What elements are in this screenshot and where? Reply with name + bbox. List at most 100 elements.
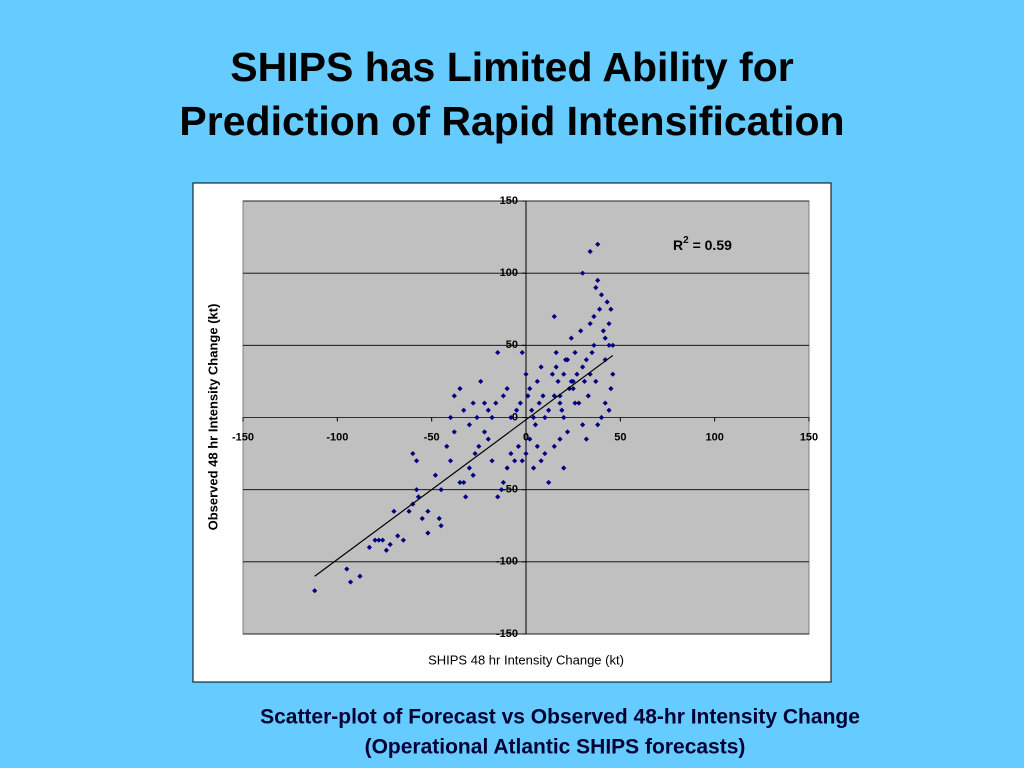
data-point: [551, 393, 557, 399]
data-point: [476, 443, 482, 449]
data-point: [564, 429, 571, 435]
data-point: [527, 436, 533, 442]
data-point: [410, 450, 416, 457]
data-point: [425, 530, 431, 536]
data-point: [419, 515, 425, 522]
data-point: [604, 299, 610, 305]
data-point: [489, 414, 495, 421]
data-point: [498, 487, 505, 493]
data-point: [519, 458, 525, 464]
data-point: [583, 357, 589, 363]
data-point: [451, 393, 457, 399]
data-point: [546, 479, 552, 486]
data-point: [470, 400, 476, 406]
data-point: [406, 508, 412, 514]
data-point: [380, 537, 386, 543]
data-point: [596, 306, 603, 312]
data-point: [602, 335, 608, 341]
data-point: [530, 414, 537, 421]
data-point: [587, 248, 593, 255]
x-tick-label: -100: [326, 431, 348, 443]
data-point: [444, 443, 450, 449]
data-point: [570, 386, 576, 392]
data-point: [391, 508, 397, 514]
data-point: [536, 400, 542, 406]
data-point: [608, 386, 614, 392]
caption: (Operational Atlantic SHIPS forecasts): [365, 736, 746, 759]
data-point: [504, 386, 510, 392]
data-point: [585, 393, 591, 399]
data-point: [549, 371, 556, 377]
data-point: [461, 479, 467, 486]
data-point: [438, 487, 444, 493]
data-point: [559, 407, 565, 413]
data-point: [572, 349, 578, 356]
data-point: [595, 277, 601, 283]
data-point: [400, 537, 406, 543]
data-point: [608, 306, 614, 312]
data-point: [580, 364, 586, 370]
data-point: [466, 422, 472, 428]
data-point: [508, 450, 514, 457]
y-tick-label: 0: [512, 411, 518, 423]
data-point: [574, 371, 580, 377]
data-point: [493, 400, 499, 406]
data-point: [583, 436, 589, 442]
data-point: [372, 537, 378, 543]
data-point: [347, 579, 354, 585]
y-tick-label: 150: [500, 195, 518, 207]
data-point: [598, 292, 605, 298]
r-squared-part: = 0.59: [689, 237, 732, 253]
data-point: [551, 313, 557, 320]
data-point: [595, 422, 601, 428]
data-point: [500, 479, 506, 486]
y-tick-label: 50: [506, 339, 518, 351]
x-tick-label: 50: [614, 431, 626, 443]
data-point: [532, 422, 539, 428]
data-point: [606, 321, 612, 327]
data-point: [508, 414, 514, 421]
x-tick-label: -50: [424, 431, 440, 443]
data-point: [425, 508, 431, 514]
data-point: [478, 378, 484, 385]
x-tick-label: 100: [705, 431, 723, 443]
data-point: [540, 393, 546, 399]
data-point: [451, 429, 457, 435]
y-tick-label: -150: [496, 628, 518, 640]
data-point: [593, 378, 599, 385]
x-axis-label: SHIPS 48 hr Intensity Change (kt): [428, 652, 624, 667]
data-point: [578, 328, 584, 334]
data-point: [576, 400, 582, 406]
data-point: [415, 494, 422, 500]
data-point: [587, 371, 593, 377]
data-point: [538, 364, 544, 370]
data-point: [598, 414, 605, 421]
data-point: [489, 458, 495, 464]
data-point: [357, 573, 363, 579]
data-point: [512, 458, 518, 464]
data-point: [563, 357, 569, 363]
x-tick-label: 150: [800, 431, 818, 443]
data-point: [436, 515, 442, 522]
data-point: [546, 407, 552, 413]
data-point: [519, 349, 525, 356]
data-point: [474, 414, 480, 421]
y-axis-label: Observed 48 hr Intensity Change (kt): [205, 304, 220, 531]
data-point: [504, 465, 510, 471]
r-squared-part: R: [673, 237, 683, 253]
data-point: [447, 414, 454, 421]
plot-layer: -150 -100 -50 0 50 100 150 -150 -100 -50 0 50 100 150…: [232, 195, 818, 640]
data-point: [589, 349, 595, 356]
data-point: [485, 407, 491, 413]
data-point: [413, 458, 420, 464]
data-point: [481, 400, 488, 406]
data-point: [485, 436, 491, 442]
data-point: [517, 400, 523, 406]
x-tick-label: 0: [523, 431, 529, 443]
data-point: [542, 450, 548, 457]
data-point: [395, 533, 401, 539]
data-point: [470, 472, 476, 478]
data-point: [383, 547, 389, 553]
data-point: [413, 487, 420, 493]
